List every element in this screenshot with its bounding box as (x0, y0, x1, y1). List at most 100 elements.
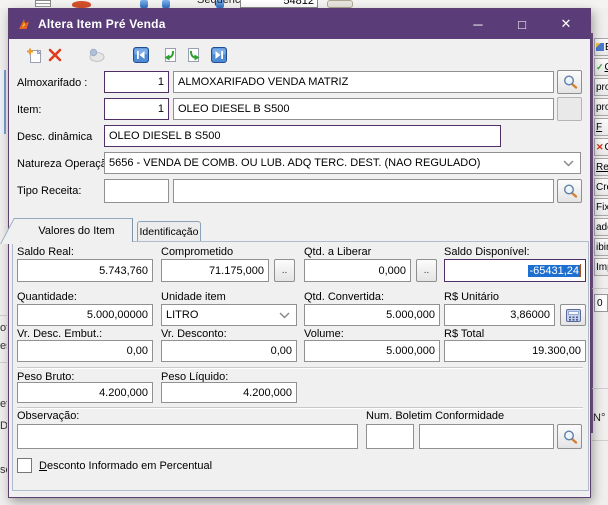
tipo-receita-desc-field[interactable] (173, 179, 554, 203)
vr-desconto-label: Vr. Desconto: (161, 328, 227, 340)
quantidade-label: Quantidade: (17, 291, 77, 303)
natureza-operacao-combobox[interactable]: 5656 - VENDA DE COMB. OU LUB. ADQ TERC. … (104, 152, 581, 174)
text-caret (580, 264, 581, 277)
rs-total-label: R$ Total (444, 328, 485, 340)
almoxarifado-code-field[interactable]: 1 (104, 71, 169, 93)
parent-button[interactable]: ibir (594, 238, 608, 256)
accelerator-letter: D (39, 460, 47, 472)
item-code-field[interactable]: 1 (104, 98, 169, 120)
rs-unitario-label: R$ Unitário (444, 291, 500, 303)
desc-dinamica-field[interactable]: OLEO DIESEL B S500 (104, 125, 501, 147)
volume-label: Volume: (304, 328, 344, 340)
natureza-operacao-value: 5656 - VENDA DE COMB. OU LUB. ADQ TERC. … (109, 157, 481, 169)
desc-dinamica-label: Desc. dinâmica (17, 131, 93, 143)
parent-text-fragment: D (0, 420, 7, 432)
boletim-num-field[interactable] (366, 424, 414, 449)
grid-icon (35, 0, 51, 7)
qtd-a-liberar-field[interactable]: 0,000 (304, 259, 411, 282)
item-lookup-button-disabled (557, 97, 582, 121)
sequencia-label: Sequência: (197, 0, 253, 6)
calculadora-button[interactable] (560, 304, 586, 326)
check-icon: ✓ (596, 61, 604, 72)
boletim-lookup-button[interactable] (557, 424, 582, 449)
desconto-percentual-label: Desconto Informado em Percentual (39, 460, 213, 472)
qtd-convertida-field[interactable]: 5.000,000 (304, 304, 440, 326)
saldo-disponivel-field[interactable]: -65431,24 (444, 259, 586, 282)
tab-label: Valores do Item (38, 224, 115, 237)
num-boletim-label: Num. Boletim Conformidade (366, 410, 505, 422)
parent-button[interactable]: Créd (594, 178, 608, 196)
parent-button[interactable]: ados (594, 218, 608, 236)
parent-panel-border (591, 33, 593, 433)
desconto-percentual-checkbox[interactable] (17, 458, 32, 473)
peso-liquido-field[interactable]: 4.200,000 (161, 382, 297, 403)
nav-arrow-icon (140, 0, 148, 8)
rs-total-field[interactable]: 19.300,00 (444, 340, 586, 362)
parent-button[interactable]: F (594, 118, 608, 136)
parent-text-fragment: of (0, 322, 7, 334)
tab-identificacao[interactable]: Identificação (137, 221, 201, 242)
delete-item-button[interactable] (46, 46, 64, 64)
dialog-titlebar[interactable]: Altera Item Pré Venda ─ □ ✕ (9, 9, 590, 39)
parent-search-button[interactable] (327, 0, 353, 8)
maximize-button[interactable]: □ (518, 16, 526, 32)
parent-button-confirmar[interactable]: ✓Co (594, 58, 608, 76)
saldo-disponivel-label: Saldo Disponível: (444, 246, 530, 258)
volume-field[interactable]: 5.000,000 (304, 340, 440, 362)
magnifier-icon (563, 184, 577, 198)
unidade-item-value: LITRO (166, 309, 199, 321)
dialog-title: Altera Item Pré Venda (38, 17, 166, 31)
parent-button[interactable]: prov (594, 98, 608, 116)
tipo-receita-label: Tipo Receita: (17, 185, 82, 197)
stamp-button-disabled (87, 46, 105, 64)
vr-desc-embut-field[interactable]: 0,00 (17, 340, 153, 362)
qtd-a-liberar-more-button[interactable]: .. (416, 259, 437, 282)
magnifier-icon (563, 429, 577, 444)
nav-next-button[interactable] (185, 46, 203, 64)
divider (592, 388, 608, 389)
new-document-icon (26, 48, 42, 63)
new-item-button[interactable] (25, 46, 43, 64)
qtd-convertida-label: Qtd. Convertida: (304, 291, 385, 303)
parent-button-cancelar[interactable]: ✕Ca (594, 138, 608, 156)
nav-prev-button[interactable] (160, 46, 178, 64)
peso-liquido-label: Peso Líquido: (161, 371, 229, 383)
comprometido-field[interactable]: 71.175,000 (161, 259, 269, 282)
parent-button[interactable]: Rent (594, 158, 608, 176)
tipo-receita-lookup-button[interactable] (557, 179, 582, 203)
parent-text-fragment: ef (0, 398, 7, 410)
app-logo-icon (19, 19, 29, 29)
nav-last-button[interactable] (210, 46, 228, 64)
almoxarifado-lookup-button[interactable] (557, 70, 582, 94)
rs-unitario-field[interactable]: 3,86000 (444, 304, 555, 326)
nav-arrow-icon (216, 0, 224, 8)
calculator-icon (565, 308, 581, 322)
observacao-label: Observação: (17, 410, 80, 422)
parent-button[interactable]: Fixa (594, 198, 608, 216)
close-button[interactable]: ✕ (560, 16, 572, 31)
natureza-operacao-label: Natureza Operação: (17, 158, 117, 170)
parent-toolbar-strip: Sequência: 54812 (0, 0, 608, 8)
minimize-button[interactable]: ─ (473, 16, 483, 32)
vr-desconto-field[interactable]: 0,00 (161, 340, 297, 362)
sequencia-field[interactable]: 54812 (240, 0, 318, 8)
boletim-desc-field[interactable] (419, 424, 554, 449)
nav-first-button[interactable] (132, 46, 150, 64)
comprometido-more-button[interactable]: .. (274, 259, 295, 282)
divider (17, 367, 583, 369)
divider (17, 407, 583, 409)
nav-arrow-icon (162, 0, 170, 8)
peso-bruto-field[interactable]: 4.200,000 (17, 382, 153, 403)
tipo-receita-code-field[interactable] (104, 179, 169, 203)
item-desc-field[interactable]: OLEO DIESEL B S500 (173, 98, 554, 120)
observacao-field[interactable] (17, 424, 358, 449)
parent-button-email[interactable]: E- (594, 38, 608, 56)
almoxarifado-desc-field[interactable]: ALMOXARIFADO VENDA MATRIZ (173, 71, 554, 93)
tab-valores-do-item[interactable]: Valores do Item (21, 218, 133, 242)
unidade-item-combobox[interactable]: LITRO (161, 304, 297, 326)
parent-button[interactable]: Imp (594, 258, 608, 276)
saldo-real-field[interactable]: 5.743,760 (17, 259, 153, 282)
quantidade-field[interactable]: 5.000,00000 (17, 304, 153, 326)
qtd-a-liberar-label: Qtd. a Liberar (304, 246, 372, 258)
parent-button[interactable]: proj (594, 78, 608, 96)
